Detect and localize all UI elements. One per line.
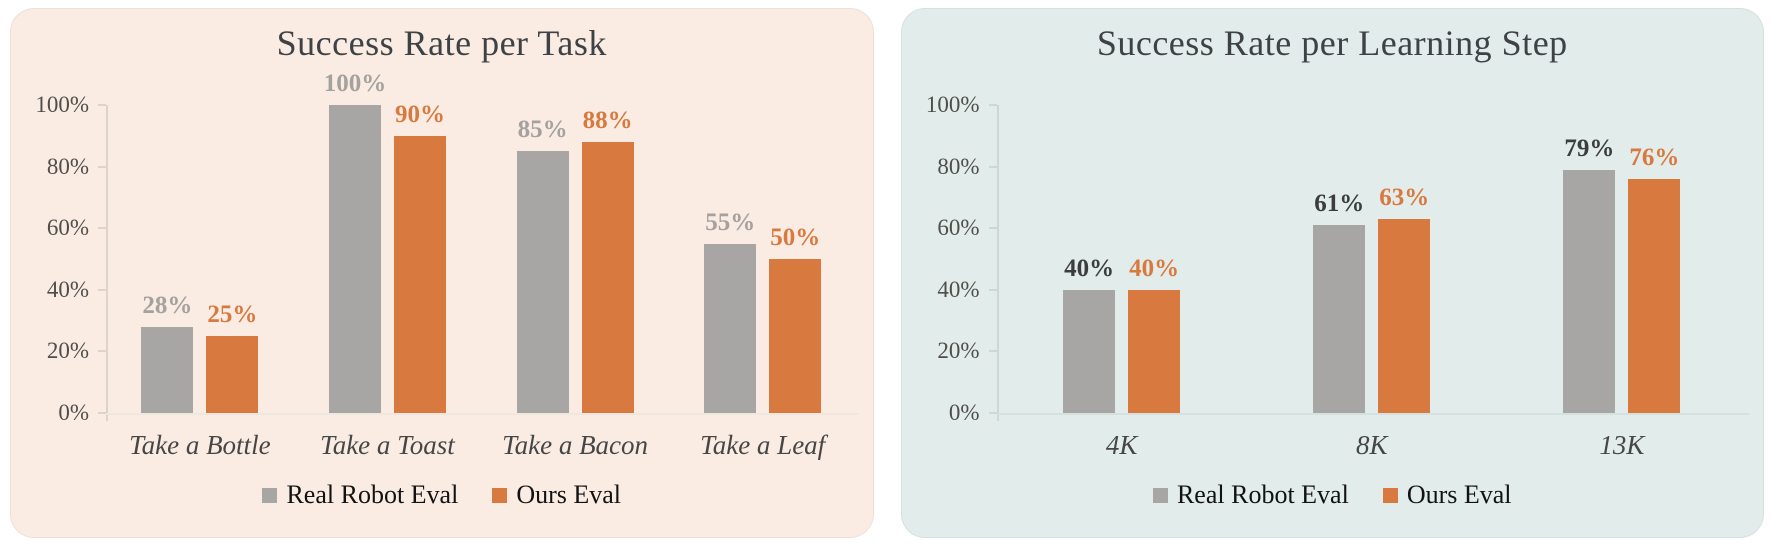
x-axis-labels: 4K 8K 13K: [997, 430, 1748, 461]
y-tick-label: 40%: [937, 276, 980, 302]
bar: 40%: [1128, 255, 1181, 413]
x-axis-line: [996, 413, 1749, 415]
bar: 63%: [1378, 184, 1431, 413]
bar-value-label: 40%: [1064, 254, 1115, 282]
plot-area: 40% 40% 61% 63% 79% 76%: [997, 105, 1748, 413]
x-axis-line: [106, 413, 859, 415]
bar: 55%: [704, 209, 757, 413]
x-axis-category-label: Take a Bacon: [502, 430, 649, 460]
y-tick-label: 60%: [46, 215, 89, 241]
bar-group: 79% 76%: [1497, 105, 1747, 413]
legend: Real Robot Eval Ours Eval: [902, 480, 1764, 510]
bar: 100%: [324, 70, 386, 413]
bar: 85%: [516, 116, 569, 413]
y-tick-mark: [98, 104, 106, 106]
legend-swatch: [1382, 487, 1398, 503]
y-tick-label: 20%: [937, 338, 980, 364]
bar: 40%: [1063, 255, 1116, 413]
bar: 88%: [581, 107, 634, 413]
bar-group: 28% 25%: [106, 105, 294, 413]
chart-title: Success Rate per Learning Step: [1096, 23, 1568, 63]
bar: 79%: [1563, 135, 1616, 413]
x-axis-category-label: 4K: [1105, 430, 1138, 460]
chart-panel-success-rate-per-task: Success Rate per Task 0% 20% 40% 60% 80% 100%…: [10, 8, 874, 538]
bar-value-label: 25%: [207, 301, 258, 328]
bar-value-label: 55%: [705, 208, 756, 236]
plot-area: 28% 25% 100% 90% 85% 88% 55% 50%: [106, 70, 857, 413]
bar: 28%: [141, 292, 194, 413]
y-tick-label: 0%: [948, 400, 980, 425]
bar-group: 61% 63%: [1247, 105, 1497, 413]
bar-value-label: 85%: [517, 116, 568, 144]
bar: 90%: [393, 101, 446, 413]
bar-group: 55% 50%: [669, 105, 857, 413]
legend-label: Ours Eval: [516, 480, 622, 509]
y-tick-label: 60%: [937, 215, 980, 241]
x-axis-category-label: 8K: [1356, 430, 1388, 460]
legend-label: Real Robot Eval: [286, 480, 459, 509]
bar-group: 100% 90%: [294, 70, 482, 413]
legend-item: Ours Eval: [1382, 480, 1512, 510]
y-tick-mark: [98, 227, 106, 230]
x-axis-category-label: 13K: [1599, 430, 1645, 460]
bar-value-label: 40%: [1129, 254, 1180, 282]
bar-value-label: 100%: [323, 70, 387, 97]
legend-label: Real Robot Eval: [1176, 480, 1349, 509]
legend-item: Real Robot Eval: [1152, 480, 1349, 510]
y-tick-label: 100%: [925, 92, 980, 117]
bar: 25%: [206, 301, 259, 413]
y-tick-mark: [98, 350, 106, 353]
bar-group: 85% 88%: [481, 105, 669, 413]
y-tick-mark: [98, 165, 106, 168]
y-tick-label: 80%: [46, 153, 89, 179]
bar-value-label: 50%: [770, 224, 821, 251]
legend-label: Ours Eval: [1406, 480, 1512, 509]
y-tick-mark: [988, 104, 997, 106]
legend-item: Real Robot Eval: [262, 480, 458, 510]
bar-value-label: 61%: [1314, 190, 1365, 218]
y-tick-mark: [988, 350, 997, 353]
y-tick-mark: [988, 288, 997, 291]
y-tick-mark: [988, 412, 997, 414]
bar-value-label: 28%: [142, 291, 193, 319]
x-axis-labels: Take a Bottle Take a Toast Take a Bacon Tak…: [106, 430, 857, 461]
bar-group: 40% 40%: [997, 105, 1247, 413]
y-tick-mark: [988, 165, 997, 168]
y-tick-label: 20%: [46, 338, 89, 364]
bar-value-label: 79%: [1564, 134, 1615, 162]
x-axis-category-label: Take a Toast: [320, 430, 455, 460]
bar-value-label: 63%: [1379, 183, 1430, 211]
y-tick-label: 40%: [46, 276, 89, 302]
chart-title: Success Rate per Task: [276, 23, 607, 63]
y-tick-mark: [98, 288, 106, 291]
y-tick-label: 100%: [35, 92, 89, 117]
legend-item: Ours Eval: [492, 480, 621, 510]
legend-swatch: [262, 487, 278, 503]
bar-value-label: 90%: [394, 100, 445, 128]
y-tick-mark: [988, 227, 997, 230]
y-tick-label: 80%: [937, 153, 980, 179]
bar-value-label: 88%: [582, 106, 633, 134]
y-tick-mark: [98, 412, 106, 414]
chart-panel-success-rate-per-learning-step: Success Rate per Learning Step 0% 20% 40% 6…: [900, 8, 1764, 538]
bar: 76%: [1628, 144, 1681, 413]
y-axis-line: [996, 105, 999, 421]
x-axis-category-label: Take a Leaf: [700, 430, 826, 460]
bar-value-label: 76%: [1629, 143, 1680, 171]
x-axis-category-label: Take a Bottle: [129, 430, 271, 460]
y-axis-line: [106, 105, 108, 421]
legend: Real Robot Eval Ours Eval: [11, 480, 873, 510]
legend-swatch: [492, 487, 508, 503]
legend-swatch: [1152, 487, 1168, 503]
bar: 50%: [769, 224, 822, 413]
bar: 61%: [1313, 190, 1366, 413]
y-tick-label: 0%: [58, 400, 89, 425]
